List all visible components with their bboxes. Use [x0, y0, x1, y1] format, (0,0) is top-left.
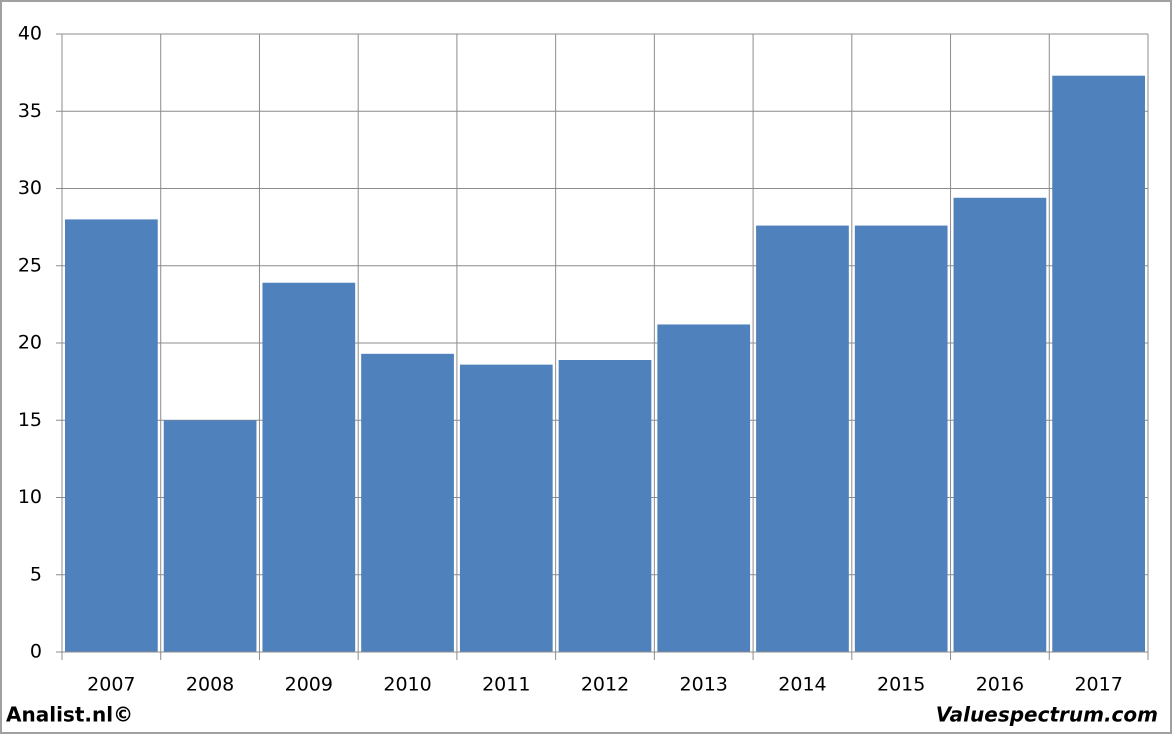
y-tick-label: 30 [18, 177, 42, 199]
bar [361, 353, 454, 652]
x-tick-label: 2011 [482, 674, 530, 696]
credit-left: Analist.nl© [6, 703, 133, 727]
x-tick-label: 2017 [1074, 674, 1122, 696]
x-tick-label: 2010 [383, 674, 431, 696]
bar [163, 420, 257, 652]
bar [65, 219, 158, 652]
x-tick-label: 2014 [778, 674, 826, 696]
y-tick-label: 0 [30, 641, 42, 663]
x-tick-label: 2009 [285, 674, 333, 696]
y-tick-label: 40 [18, 23, 42, 45]
bar [953, 197, 1047, 652]
x-tick-label: 2012 [581, 674, 629, 696]
x-tick-label: 2007 [87, 674, 135, 696]
credit-right: Valuespectrum.com [936, 703, 1158, 727]
y-tick-label: 5 [30, 563, 42, 585]
bar [558, 359, 652, 652]
bar [657, 324, 751, 652]
x-tick-label: 2015 [877, 674, 925, 696]
y-tick-label: 15 [18, 409, 42, 431]
x-tick-label: 2008 [186, 674, 234, 696]
bar [756, 225, 849, 652]
y-tick-label: 25 [18, 254, 42, 276]
bar [854, 225, 948, 652]
y-tick-label: 20 [18, 332, 42, 354]
x-tick-label: 2016 [976, 674, 1024, 696]
bar [1052, 75, 1145, 653]
bar [262, 282, 356, 652]
bar [459, 364, 553, 652]
y-tick-label: 35 [18, 100, 42, 122]
y-tick-label: 10 [18, 486, 42, 508]
x-tick-label: 2013 [680, 674, 728, 696]
